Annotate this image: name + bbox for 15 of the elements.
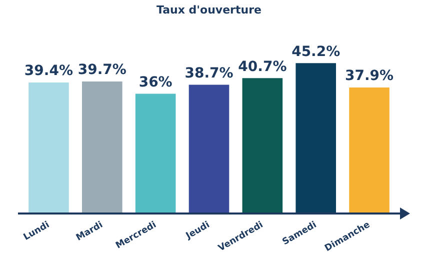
data-label: 39.7% — [78, 62, 126, 78]
data-label: 36% — [138, 74, 172, 90]
data-label: 37.9% — [344, 68, 394, 84]
data-label: 39.4% — [24, 63, 74, 80]
bar — [28, 82, 69, 214]
bar — [242, 78, 283, 214]
bar — [82, 81, 122, 214]
data-label: 45.2% — [292, 44, 340, 60]
bar — [188, 84, 230, 214]
bar — [135, 94, 176, 214]
data-label: 40.7% — [238, 58, 287, 75]
bar — [296, 63, 336, 214]
data-label: 38.7% — [184, 65, 234, 82]
chart-title: Taux d'ouverture — [156, 3, 262, 16]
bar — [349, 87, 390, 214]
